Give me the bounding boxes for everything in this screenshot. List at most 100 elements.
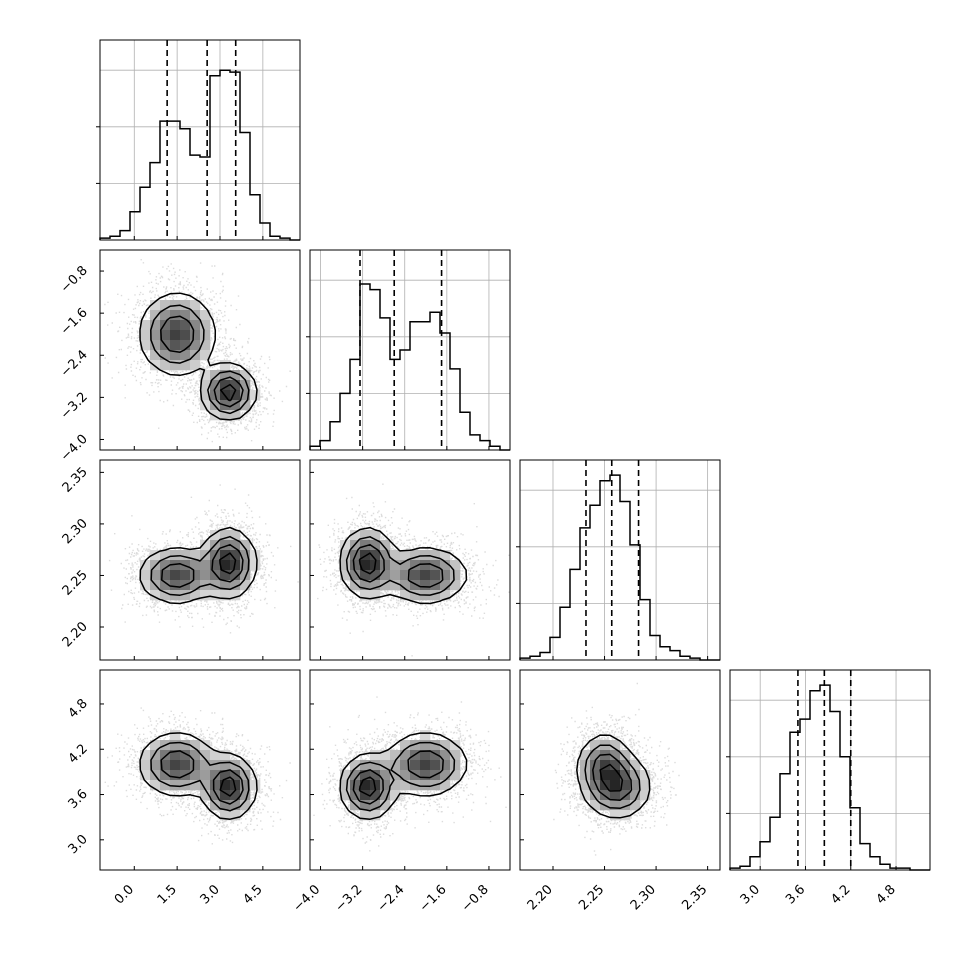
density-cell	[150, 340, 161, 351]
contour-level-4	[599, 763, 624, 792]
density-cell	[170, 570, 181, 581]
density-cell	[360, 530, 371, 541]
density-cell	[450, 770, 461, 781]
density-cell	[620, 810, 631, 821]
density-cell	[140, 750, 151, 761]
x-tick-label: −3.2	[333, 882, 366, 915]
density-cell	[390, 770, 401, 781]
density-cell	[410, 760, 421, 771]
density-cell	[160, 590, 171, 601]
histogram-panel-2	[516, 459, 721, 661]
density-cell	[250, 550, 261, 561]
panel-frame	[99, 249, 301, 451]
density-cell	[450, 580, 461, 591]
density-cell	[410, 560, 421, 571]
density-cell	[410, 590, 421, 601]
density-cell	[590, 740, 601, 751]
density-cell	[180, 360, 191, 371]
density-cell	[450, 750, 461, 761]
density-cell	[450, 570, 461, 581]
density-cell	[350, 560, 361, 571]
density-cell	[220, 780, 231, 791]
density-cell	[180, 330, 191, 341]
density-cell	[240, 540, 251, 551]
density-cell	[200, 540, 211, 551]
contour-level-4	[219, 383, 237, 402]
density-cell	[440, 560, 451, 571]
histogram-panel-0	[96, 39, 301, 241]
density-cell	[430, 560, 441, 571]
panel-2-0	[99, 459, 301, 661]
density-cell	[150, 360, 161, 371]
y-tick-label: 2.20	[60, 619, 91, 650]
density-cell	[200, 390, 211, 401]
density-cell	[190, 330, 201, 341]
density-cell	[640, 790, 651, 801]
density-cell	[200, 770, 211, 781]
density-cell	[170, 760, 181, 771]
density-cell	[160, 300, 171, 311]
histogram-step	[309, 283, 510, 451]
density-cell	[160, 360, 171, 371]
density-cell	[240, 390, 251, 401]
x-tick-label: 4.2	[828, 882, 853, 907]
density-cell	[350, 780, 361, 791]
density-cell	[400, 750, 411, 761]
density-cell	[160, 570, 171, 581]
density-cell	[380, 750, 391, 761]
density-cell	[610, 790, 621, 801]
density-cell	[140, 330, 151, 341]
y-tick-label: 2.30	[60, 516, 91, 547]
density-cell	[610, 800, 621, 811]
density-cell	[190, 570, 201, 581]
density-cell	[200, 340, 211, 351]
density-cell	[150, 300, 161, 311]
contour-level-4	[219, 552, 237, 575]
density-cell	[430, 740, 441, 751]
density-cell	[170, 770, 181, 781]
density-cell	[200, 760, 211, 771]
density-cell	[190, 740, 201, 751]
density-cell	[150, 570, 161, 581]
density-cell	[380, 580, 391, 591]
density-cell	[170, 730, 181, 741]
density-cell	[190, 300, 201, 311]
density-cell	[360, 580, 371, 591]
density-cell	[230, 380, 241, 391]
density-cell	[240, 580, 251, 591]
density-cell	[230, 790, 241, 801]
density-cell	[390, 780, 401, 791]
histogram-step	[519, 474, 720, 661]
density-cell	[430, 750, 441, 761]
density-cell	[630, 760, 641, 771]
x-tick-label: 2.20	[525, 882, 556, 913]
density-cell	[620, 790, 631, 801]
density-cell	[440, 780, 451, 791]
y-tick-label: 4.2	[66, 741, 91, 766]
density-cell	[400, 760, 411, 771]
density-cell	[610, 780, 621, 791]
density-cell	[180, 310, 191, 321]
density-cell	[430, 590, 441, 601]
density-cell	[380, 560, 391, 571]
density-cell	[340, 770, 351, 781]
density-cell	[370, 790, 381, 801]
y-tick-label: −2.4	[58, 347, 91, 380]
density-cell	[450, 560, 461, 571]
density-cell	[370, 590, 381, 601]
density-cell	[430, 760, 441, 771]
density-cell	[370, 770, 381, 781]
x-tick-label: 3.0	[198, 882, 223, 907]
density-cell	[140, 760, 151, 771]
contour-level-4	[219, 776, 237, 797]
contour-level-4	[358, 552, 377, 575]
density-cell	[380, 790, 391, 801]
density-cell	[190, 750, 201, 761]
density-cell	[400, 560, 411, 571]
density-cell	[390, 580, 401, 591]
density-cell	[350, 570, 361, 581]
density-cell	[200, 590, 211, 601]
density-cell	[170, 350, 181, 361]
contour-level-2	[150, 535, 250, 596]
density-cell	[240, 380, 251, 391]
